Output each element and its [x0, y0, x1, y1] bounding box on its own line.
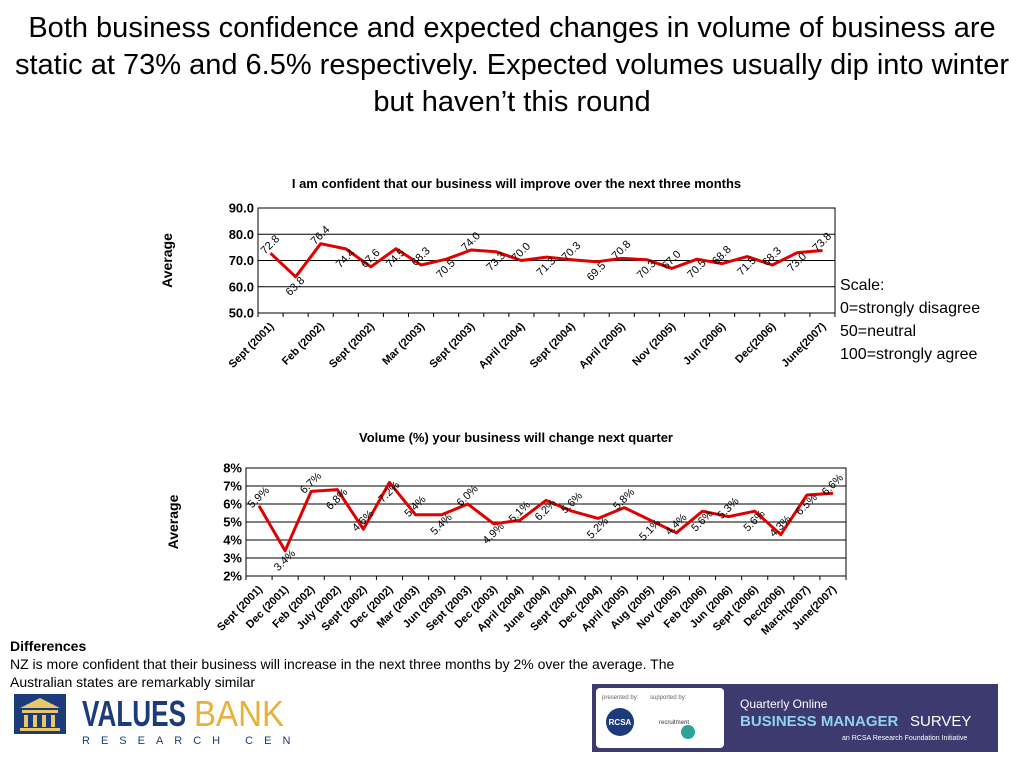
x-tick-label: Sept (2001) [227, 320, 277, 370]
recruitment: recruitment [659, 720, 689, 726]
chart-title: I am confident that our business will im… [292, 176, 741, 191]
data-label: 73.0 [785, 251, 809, 275]
data-line [269, 242, 823, 279]
differences: Differences NZ is more confident that th… [10, 637, 730, 691]
data-label: 68.3 [409, 245, 433, 269]
supported: supported by: [650, 695, 687, 701]
data-label: 63.8 [284, 275, 308, 299]
data-label: 5.1% [637, 517, 663, 543]
x-tick-label: Jun (2006) [681, 320, 728, 367]
data-label: 69.5 [585, 260, 609, 284]
data-label: 67.6 [359, 247, 383, 271]
scale-line: Scale: [840, 277, 885, 294]
scale-line: 0=strongly disagree [840, 300, 981, 317]
x-tick-label: Feb (2002) [280, 320, 327, 367]
plot-border [257, 207, 836, 314]
y-axis-label: Average [165, 494, 181, 549]
presented: presented by: [602, 695, 639, 701]
data-label: 3.4% [272, 547, 298, 573]
x-tick-label: Nov (2005) [630, 320, 678, 368]
x-tick-label: Dec(2006) [733, 320, 778, 365]
banner-line3: an RCSA Research Foundation Initiative [842, 735, 967, 742]
logo-name: BANK [194, 693, 284, 734]
plot-border [245, 467, 847, 577]
logo-building [20, 698, 60, 731]
y-axis-label: Average [159, 233, 175, 288]
recruitment-dot [681, 725, 695, 739]
y-tick-label: 5% [223, 515, 242, 530]
chart-title: Volume (%) your business will change nex… [359, 430, 673, 445]
y-tick-label: 4% [223, 533, 242, 548]
logo-sub: RESEARCH CENTRE [82, 735, 300, 747]
data-line [257, 480, 834, 553]
logo-left: VALUES BANK RESEARCH CENTRE [14, 693, 300, 747]
y-tick-label: 70.0 [229, 253, 254, 268]
data-label: 6.2% [533, 497, 559, 523]
scale-note: Scale: 0=strongly disagree 50=neutral 10… [840, 274, 980, 366]
rcsa-circle [606, 708, 634, 736]
banner-line1: Quarterly Online [740, 697, 828, 711]
logo-right: presented by: supported by: RCSA recruit… [592, 684, 998, 752]
y-tick-label: 80.0 [229, 227, 254, 242]
x-tick-label: June(2007) [779, 320, 828, 369]
x-tick-label: April (2004) [477, 320, 528, 371]
data-label: 68.3 [760, 245, 784, 269]
y-tick-label: 7% [223, 479, 242, 494]
x-tick-label: Sept (2003) [427, 320, 477, 370]
differences-heading: Differences [10, 638, 87, 654]
y-tick-label: 6% [223, 497, 242, 512]
y-tick-label: 50.0 [229, 306, 254, 321]
y-tick-label: 90.0 [229, 201, 254, 216]
logo-name: VALUES [82, 693, 186, 734]
differences-text: NZ is more confident that their business… [10, 656, 675, 690]
data-label: 4.9% [481, 520, 507, 546]
x-tick-label: Sept (2004) [528, 320, 578, 370]
x-tick-label: Sept (2002) [327, 320, 377, 370]
y-tick-label: 2% [223, 569, 242, 584]
data-label: 5.2% [585, 515, 611, 541]
data-label: 72.8 [259, 233, 283, 257]
rcsa: RCSA [609, 718, 632, 727]
data-label: 67.0 [660, 248, 684, 272]
y-tick-label: 8% [223, 461, 242, 476]
data-label: 68.8 [710, 244, 734, 268]
banner-line2: BUSINESS MANAGER [740, 713, 899, 730]
data-label: 74.5 [384, 247, 408, 271]
x-tick-label: Mar (2003) [380, 320, 427, 367]
y-tick-label: 3% [223, 551, 242, 566]
data-label: 76.4 [309, 224, 333, 248]
x-tick-label: April (2005) [577, 320, 628, 371]
scale-line: 50=neutral [840, 323, 917, 340]
data-label: 74.4 [334, 247, 358, 271]
y-tick-label: 60.0 [229, 279, 254, 294]
banner-line2: SURVEY [910, 713, 971, 730]
scale-line: 100=strongly agree [840, 346, 978, 363]
slide-title: Both business confidence and expected ch… [14, 12, 1010, 118]
